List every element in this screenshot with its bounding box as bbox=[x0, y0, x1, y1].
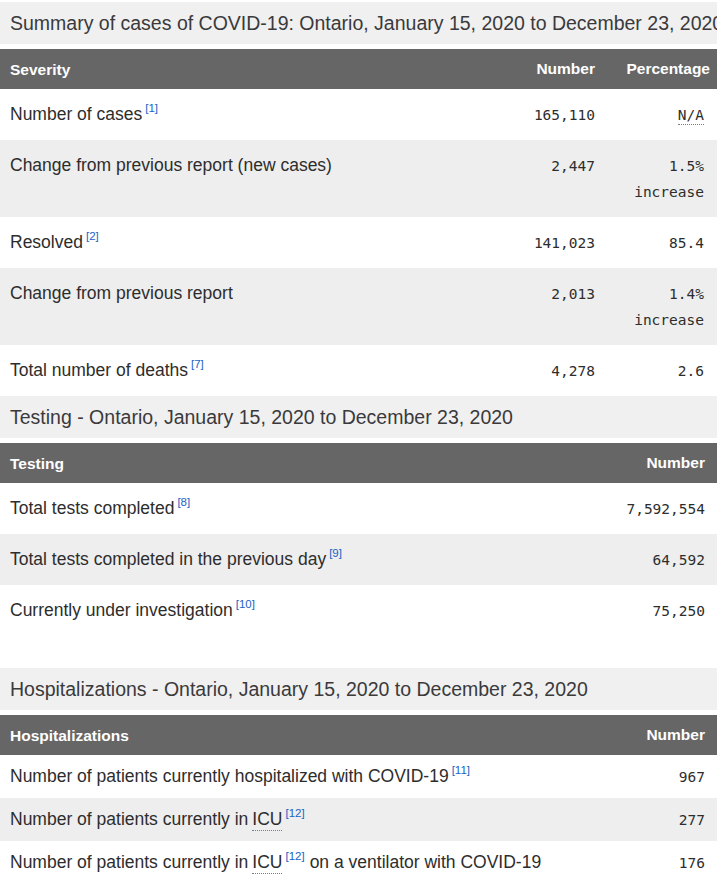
footnote-link[interactable]: [7] bbox=[191, 358, 204, 370]
table-row: Change from previous report 2,013 1.4%in… bbox=[0, 268, 717, 345]
section-title-testing: Testing - Ontario, January 15, 2020 to D… bbox=[0, 396, 717, 438]
footnote-link[interactable]: [9] bbox=[329, 547, 342, 559]
section-spacer bbox=[0, 636, 717, 668]
row-number: 2,447 bbox=[477, 140, 595, 191]
footnote-ref: [11] bbox=[449, 762, 470, 778]
table-row: Change from previous report (new cases) … bbox=[0, 140, 717, 217]
section-title-text: Testing - Ontario, January 15, 2020 to D… bbox=[10, 406, 513, 429]
hospitalizations-table-header: Hospitalizations Number bbox=[0, 715, 717, 755]
table-row: Total tests completed in the previous da… bbox=[0, 534, 717, 585]
footnote-ref: [7] bbox=[188, 356, 204, 372]
column-header-severity: Severity bbox=[0, 49, 477, 89]
row-label: Number of patients currently hospitalize… bbox=[0, 755, 577, 798]
column-header-number: Number bbox=[477, 49, 595, 89]
table-row: Resolved[2] 141,023 85.4 bbox=[0, 217, 717, 268]
footnote-ref: [10] bbox=[233, 596, 255, 612]
row-label: Change from previous report (new cases) bbox=[0, 140, 477, 191]
testing-section: Testing - Ontario, January 15, 2020 to D… bbox=[0, 396, 717, 636]
table-row: Number of cases[1] 165,110 N/A bbox=[0, 89, 717, 140]
row-number: 277 bbox=[577, 798, 717, 841]
row-percentage: 1.5%increase bbox=[595, 140, 717, 217]
row-label: Number of patients currently inICU[12]on… bbox=[0, 841, 577, 880]
row-number: 7,592,554 bbox=[577, 483, 717, 534]
table-row: Total number of deaths[7] 4,278 2.6 bbox=[0, 345, 717, 396]
covid-summary-page: Summary of cases of COVID-19: Ontario, J… bbox=[0, 0, 717, 880]
footnote-ref: [1] bbox=[142, 100, 158, 116]
footnote-ref: [8] bbox=[174, 494, 190, 510]
hospitalizations-section: Hospitalizations - Ontario, January 15, … bbox=[0, 668, 717, 880]
row-number: 176 bbox=[577, 841, 717, 880]
row-number: 2,013 bbox=[477, 268, 595, 319]
footnote-link[interactable]: [11] bbox=[452, 764, 470, 776]
column-header-percentage: Percentage bbox=[595, 49, 717, 89]
table-row: Total tests completed[8] 7,592,554 bbox=[0, 483, 717, 534]
section-title-hospitalizations: Hospitalizations - Ontario, January 15, … bbox=[0, 668, 717, 710]
footnote-link[interactable]: [1] bbox=[145, 102, 158, 114]
row-percentage: 85.4 bbox=[595, 217, 717, 268]
row-label: Change from previous report bbox=[0, 268, 477, 319]
footnote-link[interactable]: [12] bbox=[285, 807, 304, 819]
row-label: Currently under investigation[10] bbox=[0, 585, 577, 636]
column-header-number: Number bbox=[577, 443, 717, 483]
column-header-number: Number bbox=[577, 715, 717, 755]
column-header-hospitalizations: Hospitalizations bbox=[0, 715, 577, 755]
table-row: Number of patients currently inICU[12] 2… bbox=[0, 798, 717, 841]
row-label: Number of patients currently inICU[12] bbox=[0, 798, 577, 841]
row-number: 967 bbox=[577, 755, 717, 798]
footnote-ref: [2] bbox=[83, 228, 99, 244]
row-label: Total tests completed[8] bbox=[0, 483, 577, 534]
row-label: Total tests completed in the previous da… bbox=[0, 534, 577, 585]
row-label: Total number of deaths[7] bbox=[0, 345, 477, 396]
footnote-link[interactable]: [10] bbox=[236, 598, 255, 610]
row-percentage: 1.4%increase bbox=[595, 268, 717, 345]
footnote-ref: [12] bbox=[282, 848, 304, 864]
table-row: Number of patients currently hospitalize… bbox=[0, 755, 717, 798]
section-title-summary: Summary of cases of COVID-19: Ontario, J… bbox=[0, 2, 717, 44]
section-title-text: Hospitalizations - Ontario, January 15, … bbox=[10, 678, 588, 701]
row-number: 4,278 bbox=[477, 345, 595, 396]
footnote-link[interactable]: [12] bbox=[285, 850, 304, 862]
testing-table-header: Testing Number bbox=[0, 443, 717, 483]
row-number: 64,592 bbox=[577, 534, 717, 585]
footnote-link[interactable]: [8] bbox=[177, 496, 190, 508]
section-title-text: Summary of cases of COVID-19: Ontario, J… bbox=[10, 12, 717, 35]
footnote-ref: [9] bbox=[326, 545, 342, 561]
row-number: 165,110 bbox=[477, 89, 595, 140]
row-number: 141,023 bbox=[477, 217, 595, 268]
table-row: Number of patients currently inICU[12]on… bbox=[0, 841, 717, 880]
abbr-not-applicable: N/A bbox=[678, 107, 704, 125]
row-label: Number of cases[1] bbox=[0, 89, 477, 140]
row-label: Resolved[2] bbox=[0, 217, 477, 268]
footnote-link[interactable]: [2] bbox=[86, 230, 99, 242]
summary-section: Summary of cases of COVID-19: Ontario, J… bbox=[0, 2, 717, 396]
footnote-ref: [12] bbox=[282, 805, 304, 821]
column-header-testing: Testing bbox=[0, 443, 577, 483]
row-percentage: 2.6 bbox=[595, 345, 717, 396]
row-percentage: N/A bbox=[595, 89, 717, 140]
abbr-icu: ICU bbox=[252, 809, 282, 831]
table-row: Currently under investigation[10] 75,250 bbox=[0, 585, 717, 636]
row-number: 75,250 bbox=[577, 585, 717, 636]
summary-table-header: Severity Number Percentage bbox=[0, 49, 717, 89]
abbr-icu: ICU bbox=[252, 852, 282, 874]
